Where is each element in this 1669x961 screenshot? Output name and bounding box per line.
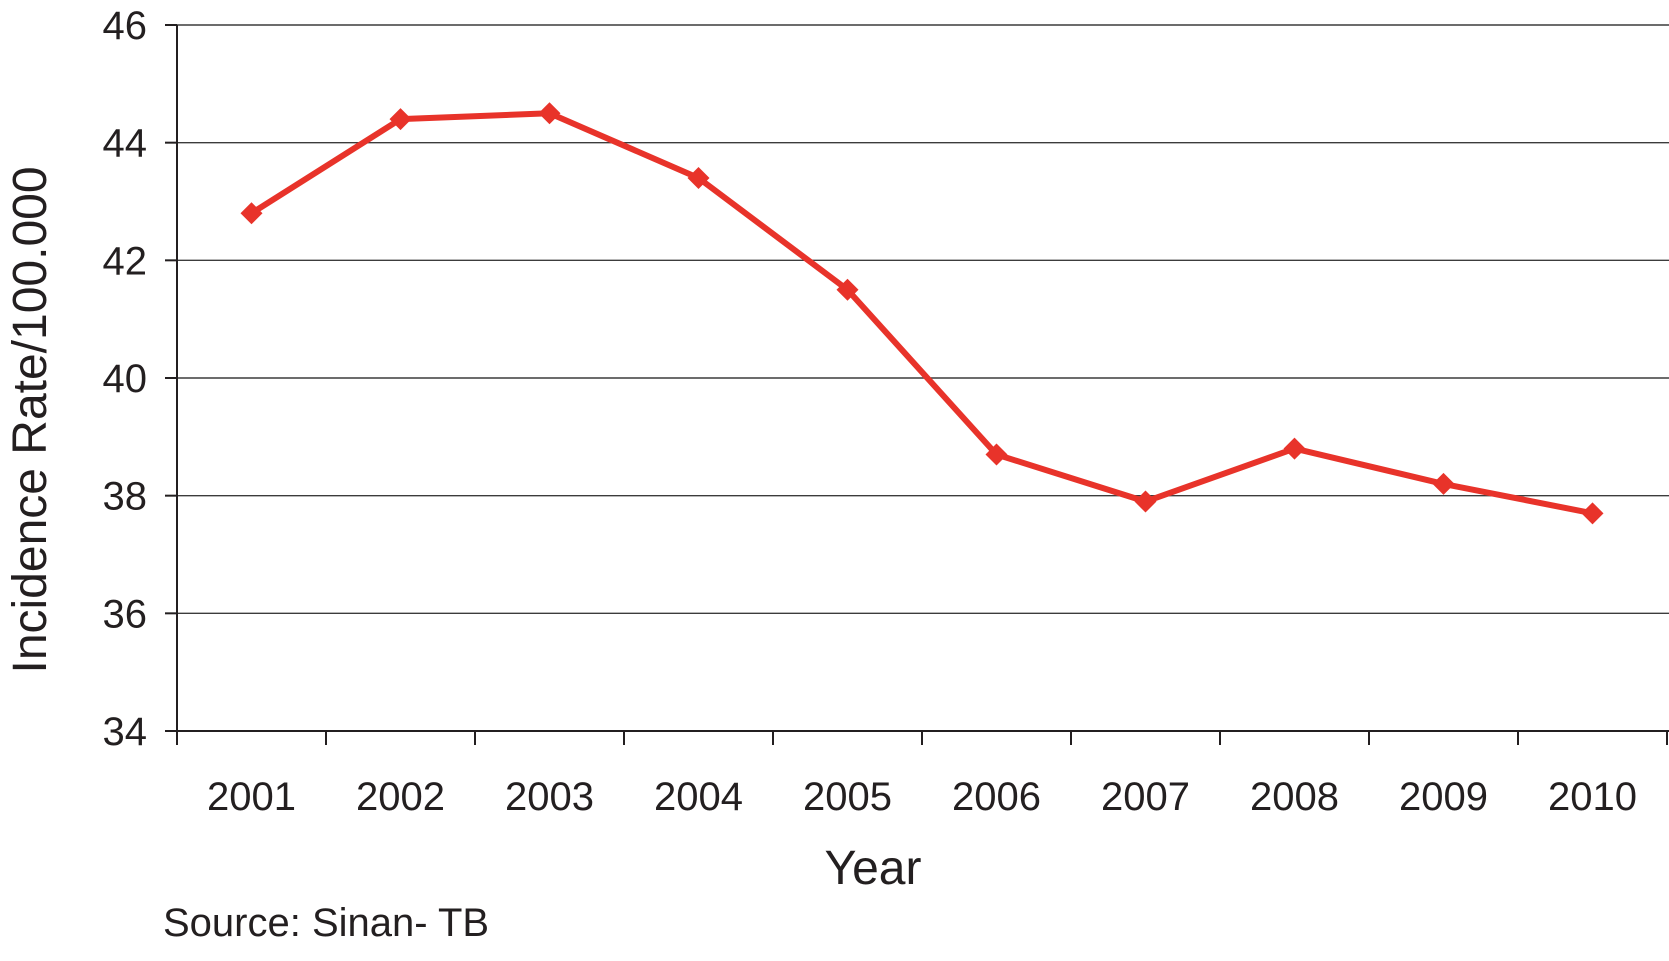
x-tick-label: 2002: [356, 775, 445, 819]
y-tick-label: 40: [103, 357, 148, 401]
data-point: [1432, 472, 1455, 495]
x-tick-label: 2007: [1101, 775, 1190, 819]
x-tick-label: 2003: [505, 775, 594, 819]
data-point: [836, 278, 859, 301]
x-tick-label: 2004: [654, 775, 743, 819]
x-tick-label: 2006: [952, 775, 1041, 819]
series-line: [248, 110, 1596, 517]
data-point: [389, 108, 412, 131]
series-layer: [240, 102, 1604, 525]
source-note: Source: Sinan- TB: [163, 901, 489, 945]
x-tick-label: 2008: [1250, 775, 1339, 819]
gridlines: [177, 24, 1669, 615]
y-tick-label: 36: [103, 592, 148, 636]
x-tick-label: 2005: [803, 775, 892, 819]
data-point: [985, 443, 1008, 466]
y-tick-label: 44: [103, 122, 148, 166]
data-point: [1134, 490, 1157, 513]
data-point: [240, 202, 263, 225]
x-tick-label: 2001: [207, 775, 296, 819]
y-tick-label: 34: [103, 710, 148, 754]
y-tick-label: 38: [103, 475, 148, 519]
y-axis-title: Incidence Rate/100.000: [4, 166, 57, 673]
x-tick-label: 2009: [1399, 775, 1488, 819]
x-axis: 2001 2002 2003 2004 2005 2006 2007 2008 2009 2010: [176, 730, 1669, 819]
y-tick-label: 42: [103, 239, 148, 283]
y-tick-label: 46: [103, 4, 148, 48]
data-point: [538, 102, 561, 125]
data-point: [687, 166, 710, 189]
y-axis: 34 36 38 40 42 44 46: [103, 4, 178, 754]
x-axis-title: Year: [825, 842, 922, 895]
data-point: [1581, 502, 1604, 525]
x-tick-label: 2010: [1548, 775, 1637, 819]
data-point: [1283, 437, 1306, 460]
